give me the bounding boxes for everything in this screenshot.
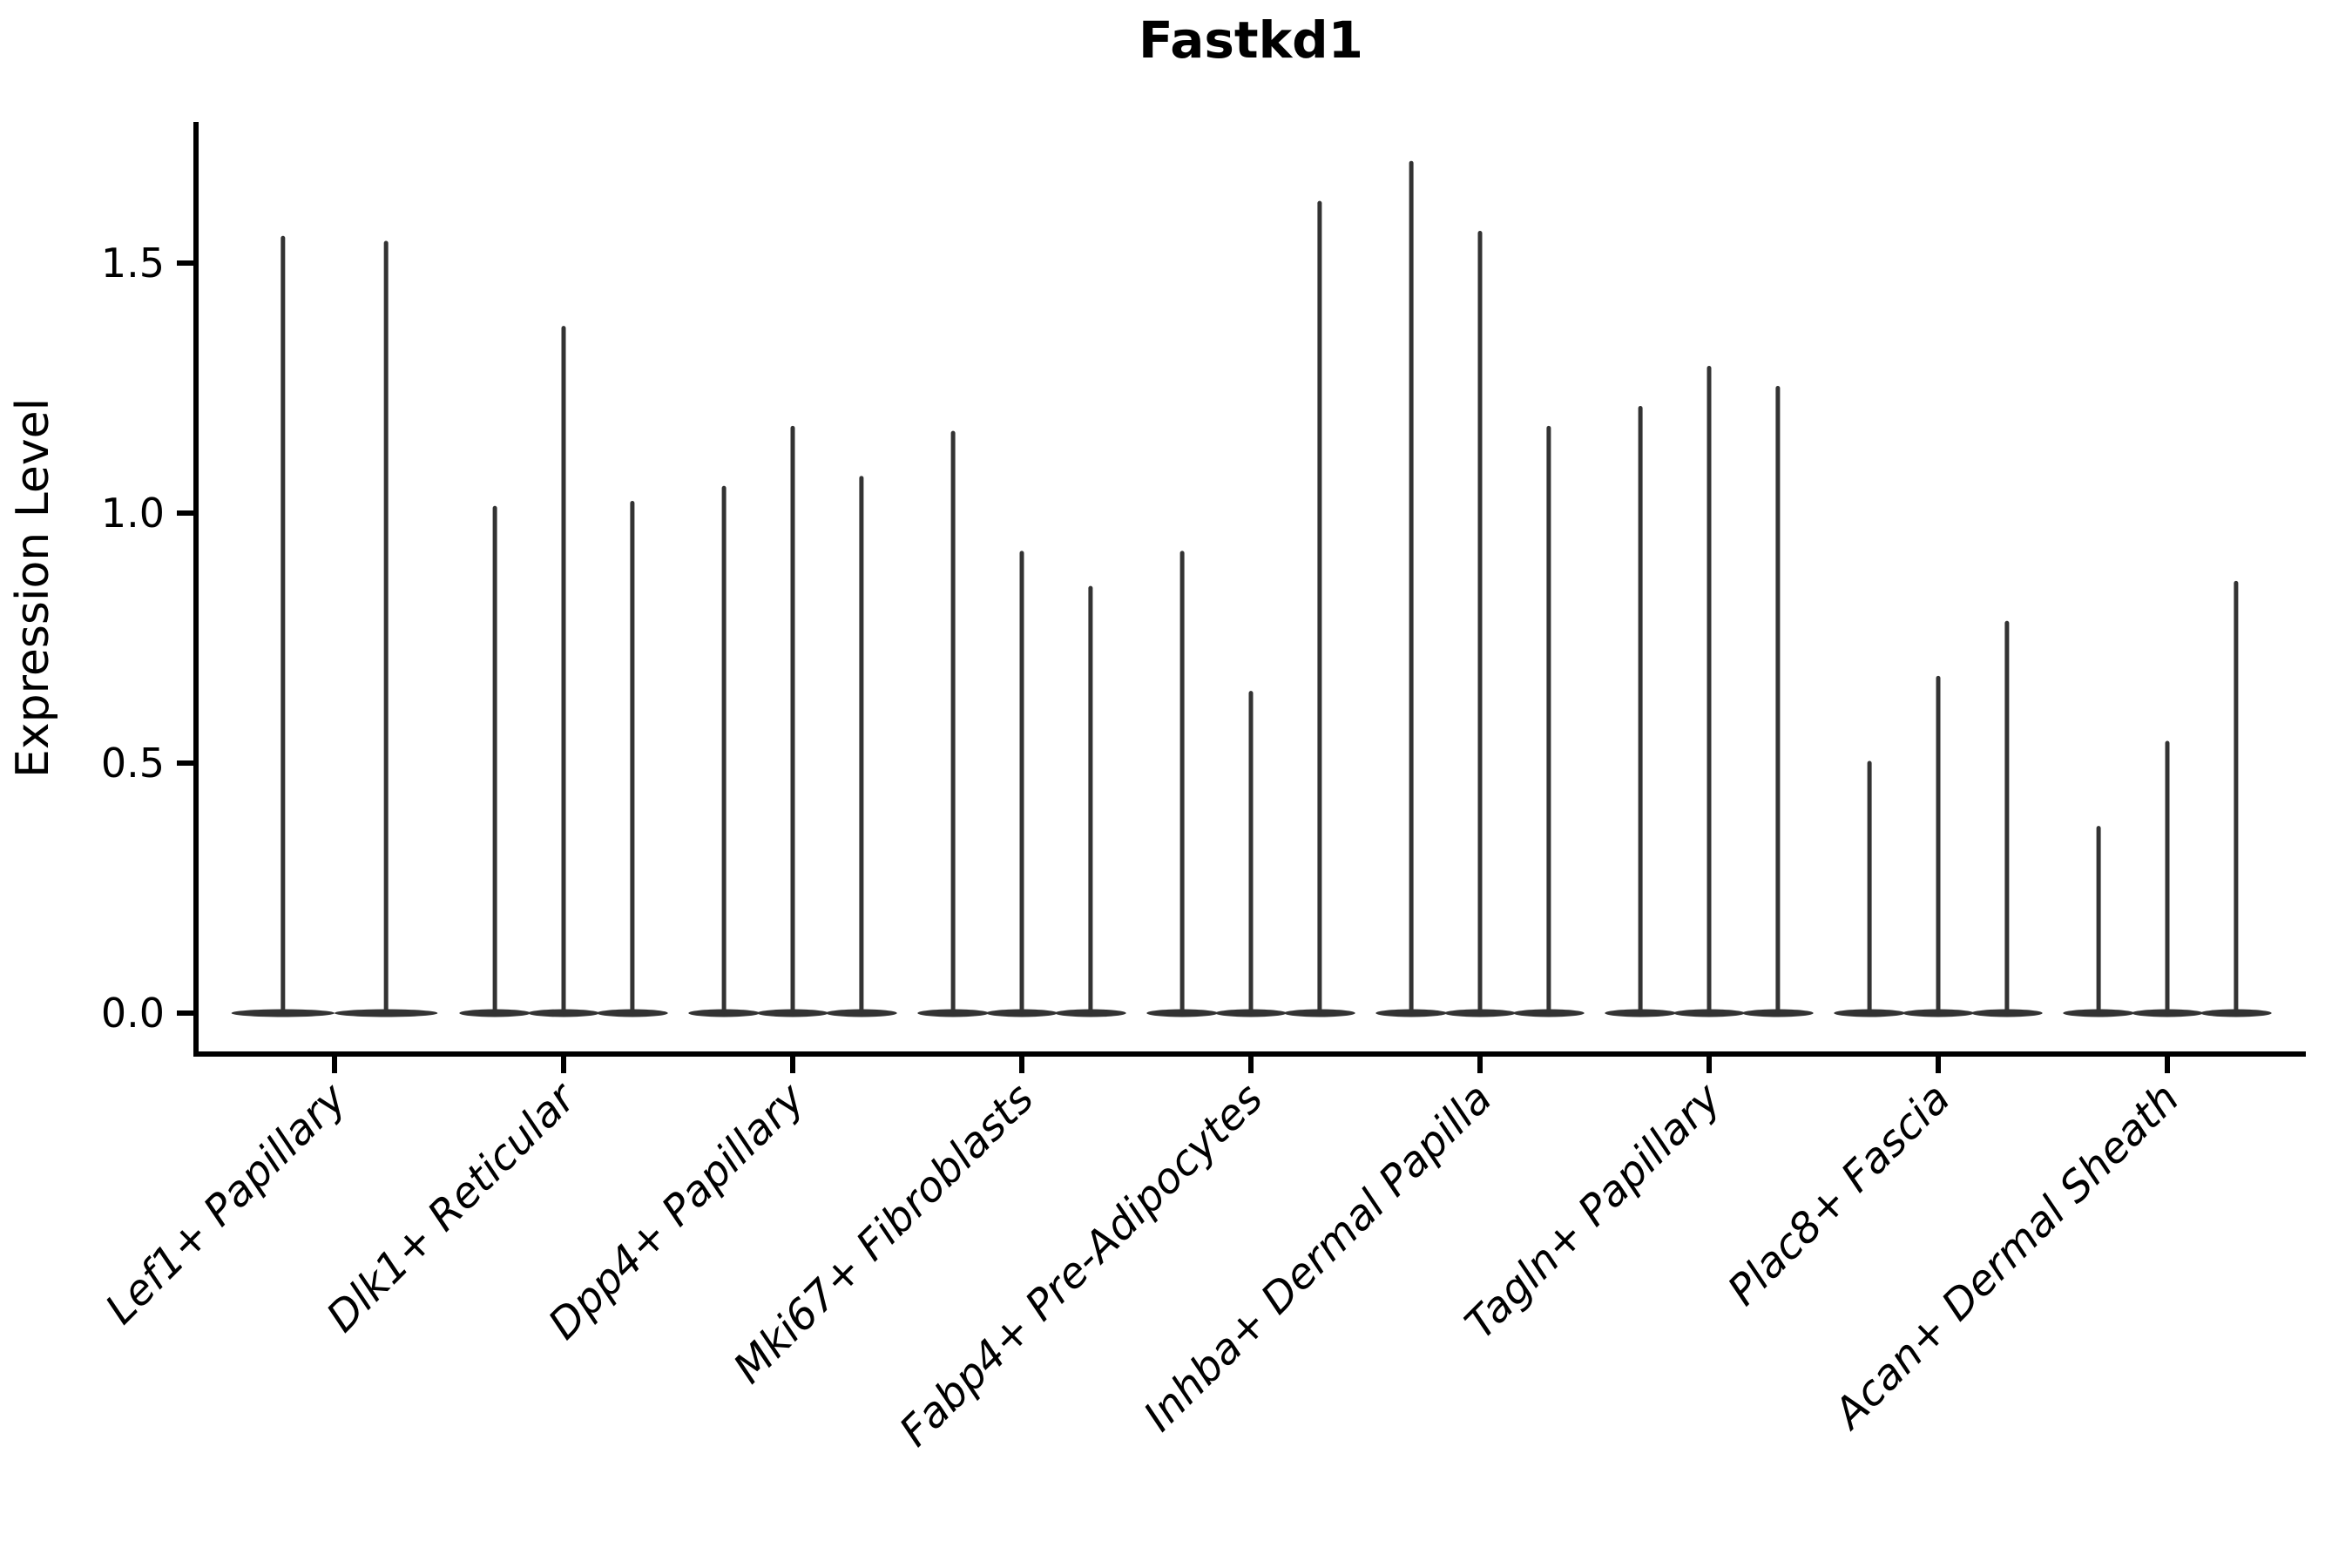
y-tick-label: 0.5 [101, 740, 165, 787]
y-axis-ticks: 0.0 0.5 1.0 1.5 [101, 240, 196, 1037]
x-category-label: Tagln+ Papillary [1456, 1073, 1731, 1348]
y-tick-label: 0.0 [101, 990, 165, 1037]
y-axis-label: Expression Level [7, 398, 59, 778]
plot-title: Fastkd1 [1139, 10, 1363, 70]
x-category-label: Dpp4+ Papillary [539, 1073, 814, 1348]
x-category-label: Lef1+ Papillary [96, 1073, 356, 1334]
x-category-label: Fabp4+ Pre-Adipocytes [890, 1074, 1273, 1456]
x-category-label: Plac8+ Fascia [1719, 1074, 1960, 1315]
x-category-label: Dlk1+ Reticular [317, 1072, 587, 1342]
violins [231, 160, 2272, 1017]
y-tick-label: 1.0 [101, 490, 165, 537]
y-tick-label: 1.5 [101, 240, 165, 287]
